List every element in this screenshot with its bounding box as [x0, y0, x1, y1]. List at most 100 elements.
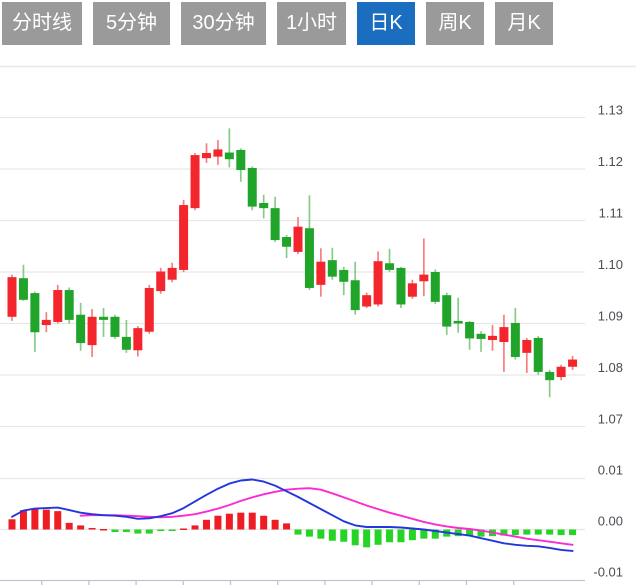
candle-bearish [327, 260, 337, 277]
macd-bar-positive [260, 515, 268, 530]
macd-bar-negative [431, 529, 439, 539]
tab-30min[interactable]: 30分钟 [181, 2, 266, 45]
price-axis-labels: 1.13 1.12 1.11 1.10 1.09 1.08 1.07 [598, 103, 623, 427]
tab-daily-k[interactable]: 日K [357, 2, 415, 45]
macd-bar-negative [477, 529, 485, 537]
candle-bearish [121, 336, 131, 350]
candle-bearish [442, 295, 452, 327]
candle-bearish [396, 267, 406, 305]
candle-bullish [499, 327, 509, 343]
candle-bearish [465, 321, 475, 339]
macd-bar-negative [294, 529, 302, 535]
candle-bearish [350, 280, 360, 311]
candle-bearish [476, 333, 486, 339]
candle-bearish [99, 316, 109, 320]
macd-bar-negative [328, 529, 336, 541]
candle-bullish [53, 290, 63, 322]
tab-monthly-k[interactable]: 月K [495, 2, 553, 45]
candle-bullish [316, 261, 326, 285]
candle-bullish [293, 226, 303, 252]
macd-bar-positive [202, 519, 210, 530]
macd-bar-positive [54, 511, 62, 530]
candle-bullish [7, 277, 17, 317]
macd-bar-negative [466, 529, 474, 537]
candle-bullish [41, 319, 51, 326]
candle-bearish [430, 272, 440, 302]
candle-bearish [545, 371, 555, 381]
macd-bar-negative [305, 529, 313, 537]
macd-bar-positive [237, 512, 245, 530]
candle-bearish [385, 263, 395, 270]
macd-bar-negative [397, 529, 405, 543]
tab-timeline[interactable]: 分时线 [2, 2, 82, 45]
macd-axis-labels: 0.01 0.00 -0.01 [593, 463, 623, 580]
macd-bar-negative [134, 529, 142, 534]
candle-bearish [339, 269, 349, 282]
macd-bar-positive [31, 508, 39, 530]
tab-5min[interactable]: 5分钟 [93, 2, 170, 45]
macd-dif-line [11, 478, 574, 552]
macd-bar-negative [386, 529, 394, 543]
candle-bearish [304, 228, 314, 288]
macd-bar-positive [214, 515, 222, 530]
macd-histogram-layer [8, 508, 577, 548]
macd-tick-label: 0.00 [598, 514, 623, 529]
price-tick-label: 1.13 [598, 103, 623, 118]
macd-bar-positive [271, 519, 279, 530]
macd-bar-negative [534, 529, 542, 535]
macd-bar-negative [569, 529, 577, 536]
candle-bullish [133, 328, 143, 351]
candle-bearish [76, 314, 86, 344]
macd-bar-negative [145, 529, 153, 534]
macd-bar-positive [100, 528, 108, 531]
candle-bodies-layer [7, 149, 578, 381]
candle-bullish [362, 295, 372, 307]
macd-bar-negative [168, 529, 176, 531]
macd-bar-positive [42, 509, 50, 530]
macd-bar-positive [77, 525, 85, 530]
price-tick-label: 1.10 [598, 257, 623, 272]
candle-bearish [259, 202, 269, 209]
price-tick-label: 1.11 [599, 206, 623, 221]
macd-bar-negative [363, 529, 371, 548]
macd-bar-negative [557, 529, 565, 536]
candle-bullish [201, 153, 211, 159]
price-tick-label: 1.12 [598, 154, 623, 169]
tab-weekly-k[interactable]: 周K [426, 2, 484, 45]
macd-bar-negative [420, 529, 428, 539]
candle-bearish [270, 208, 280, 241]
macd-bar-positive [191, 525, 199, 530]
macd-bar-positive [225, 513, 233, 530]
candle-bearish [282, 236, 292, 247]
macd-dea-line [79, 487, 574, 546]
candle-bullish [373, 261, 383, 305]
time-axis [0, 579, 585, 585]
macd-tick-label: -0.01 [593, 565, 623, 580]
period-tab-bar: 分时线 5分钟 30分钟 1小时 日K 周K 月K [2, 2, 553, 45]
candle-bullish [179, 205, 189, 270]
macd-bar-negative [454, 529, 462, 537]
macd-bar-negative [340, 529, 348, 542]
tab-1hour[interactable]: 1小时 [277, 2, 346, 45]
candle-bullish [156, 271, 166, 292]
candle-bullish [568, 359, 578, 367]
macd-bar-negative [511, 529, 519, 536]
macd-bar-negative [374, 529, 382, 545]
macd-bar-positive [88, 527, 96, 530]
macd-bar-negative [546, 529, 554, 535]
candle-bullish [487, 335, 497, 340]
macd-tick-label: 0.01 [598, 463, 623, 478]
macd-bar-negative [523, 529, 531, 535]
candle-bearish [110, 316, 120, 337]
macd-bar-positive [8, 519, 16, 530]
macd-bar-negative [317, 529, 325, 539]
macd-bar-negative [122, 529, 130, 533]
macd-bar-negative [351, 529, 359, 546]
candle-bullish [144, 287, 154, 332]
candle-bearish [510, 322, 520, 357]
macd-bar-positive [248, 512, 256, 530]
candle-bullish [522, 339, 532, 353]
price-tick-label: 1.07 [598, 412, 623, 427]
